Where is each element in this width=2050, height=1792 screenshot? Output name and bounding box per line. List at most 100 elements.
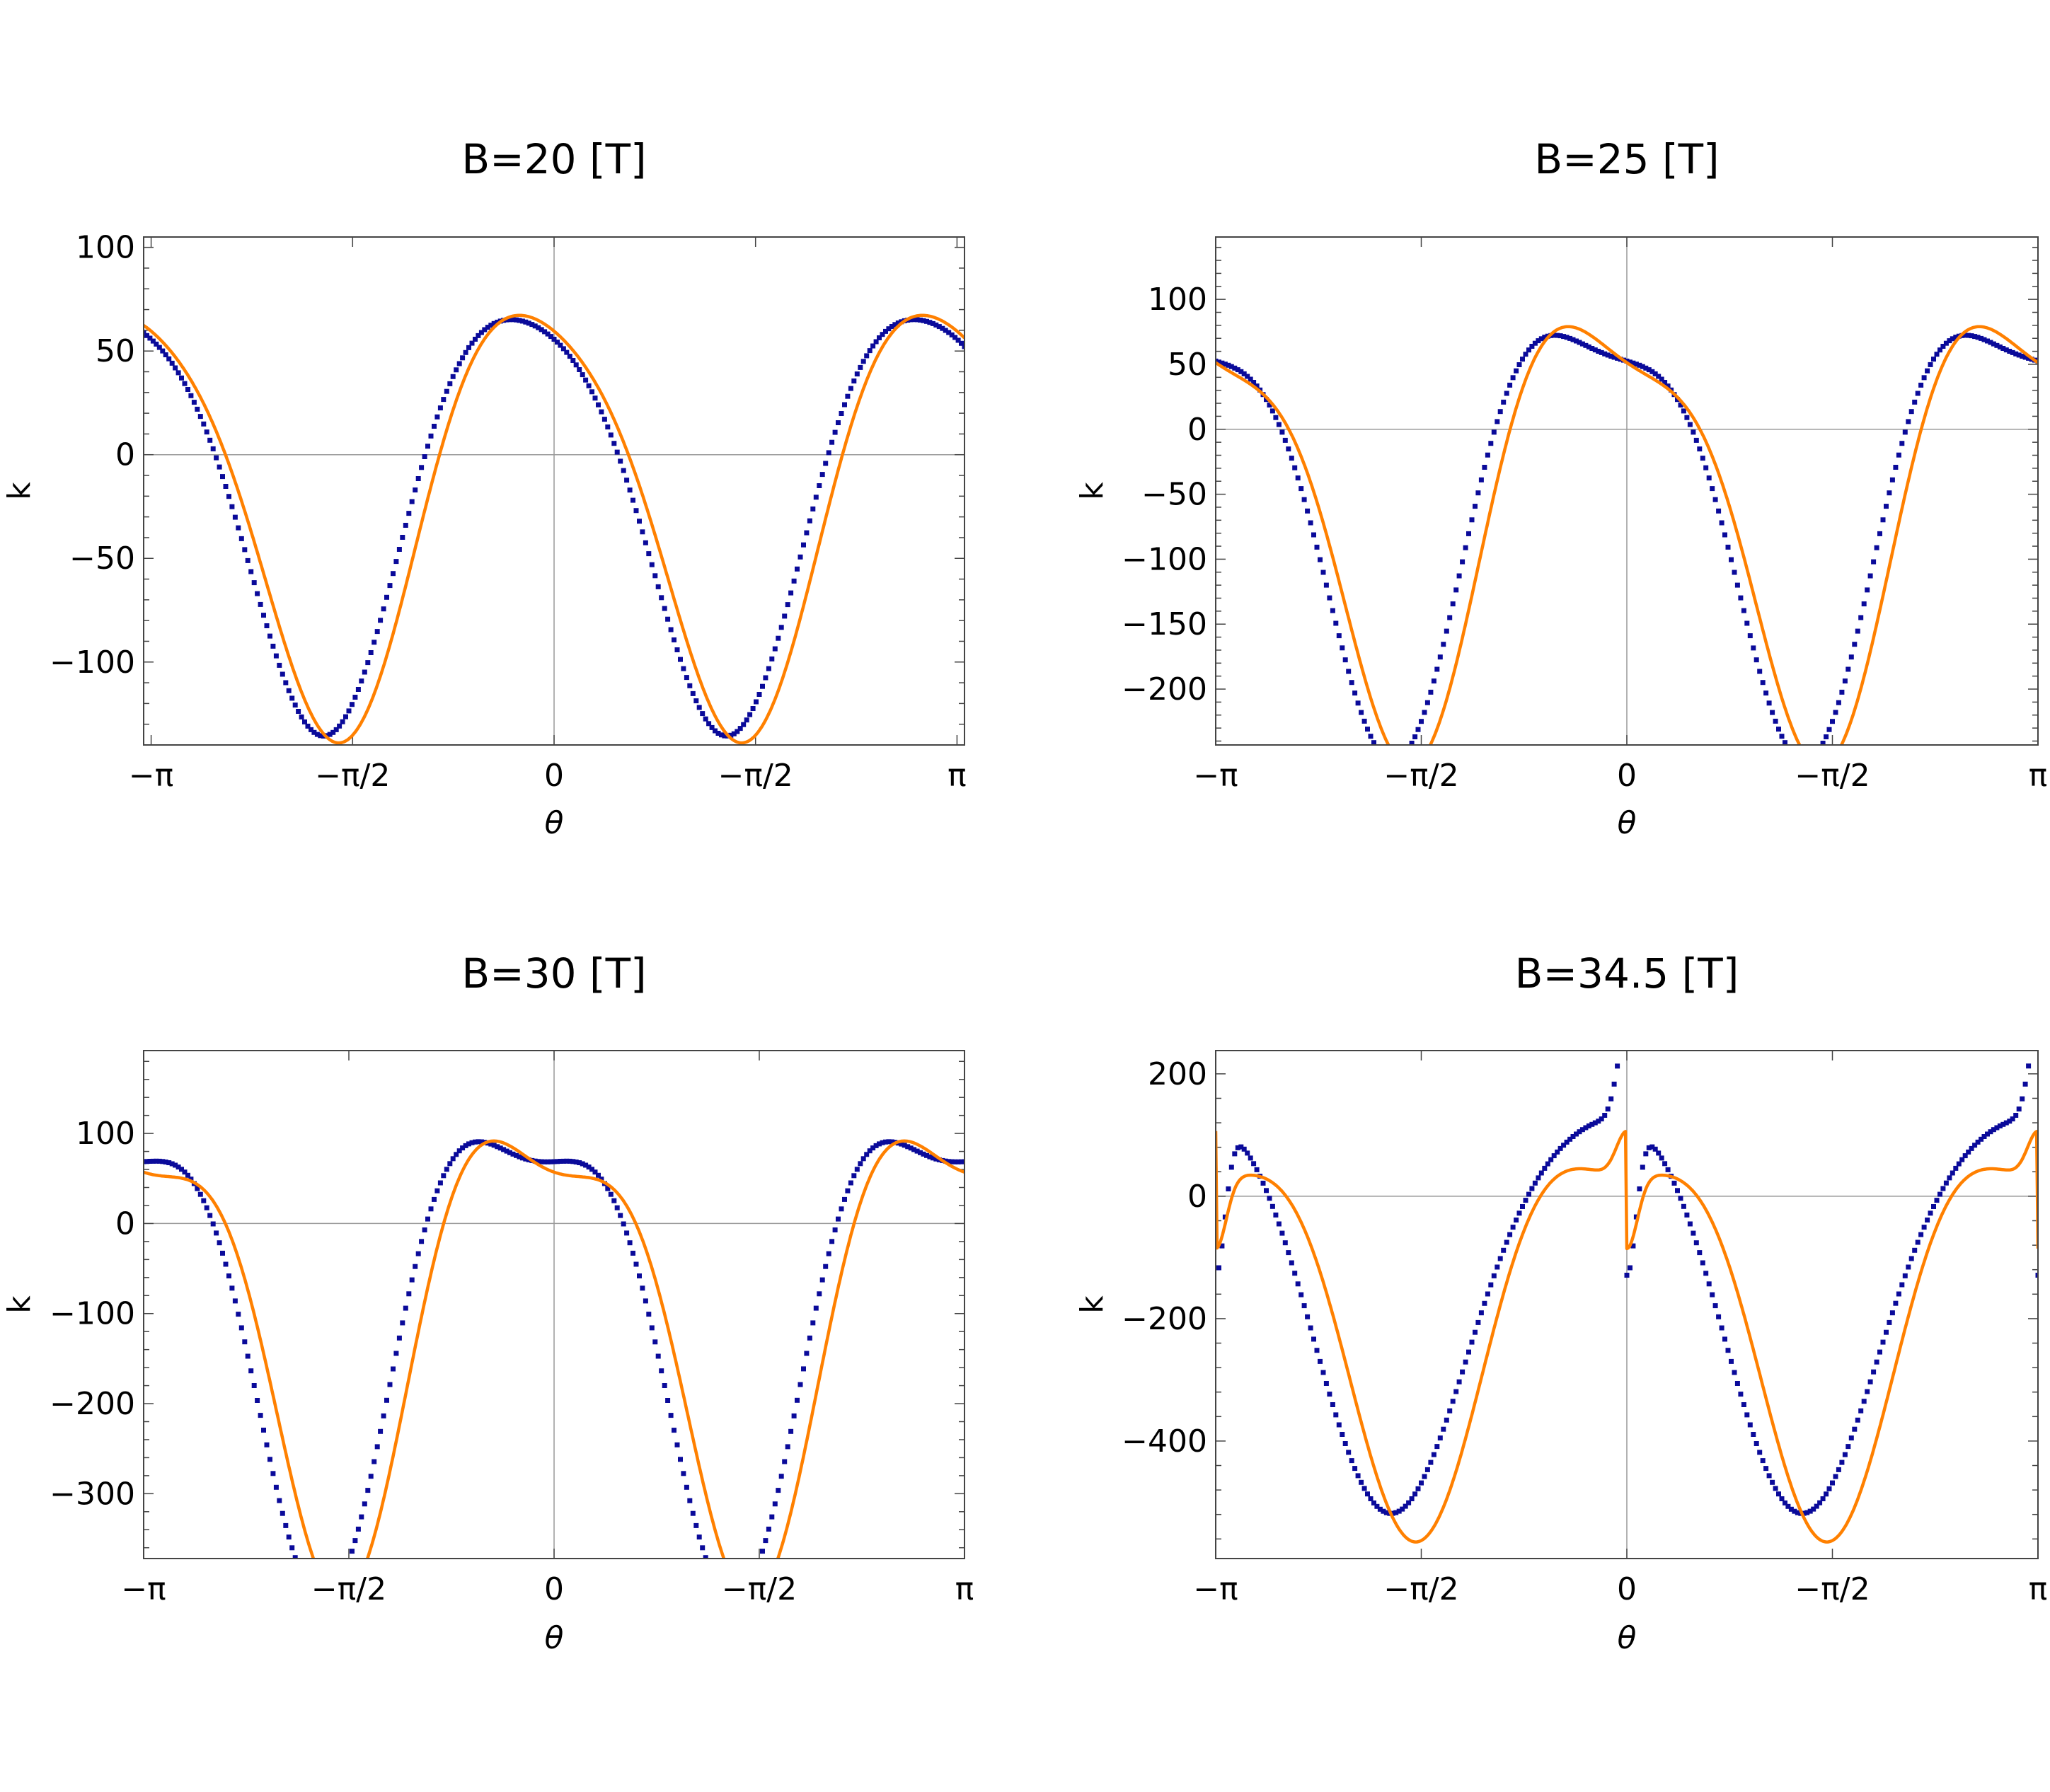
data-point bbox=[2013, 1113, 2019, 1118]
data-point bbox=[1943, 340, 1949, 346]
data-point bbox=[908, 317, 914, 323]
data-point bbox=[242, 1339, 248, 1345]
data-point bbox=[551, 337, 557, 342]
data-point bbox=[1406, 1500, 1412, 1505]
plot-frame bbox=[1215, 236, 2039, 746]
data-point bbox=[1286, 1250, 1291, 1256]
data-point bbox=[166, 1160, 172, 1165]
data-point bbox=[1820, 741, 1826, 745]
data-point bbox=[1311, 1336, 1316, 1342]
data-point bbox=[1729, 1358, 1734, 1364]
data-point bbox=[1889, 477, 1895, 482]
data-point bbox=[655, 1353, 661, 1359]
data-point bbox=[1336, 1422, 1342, 1428]
data-point bbox=[1564, 1139, 1570, 1145]
data-point bbox=[1896, 452, 1901, 458]
data-point bbox=[403, 1305, 408, 1311]
data-point bbox=[1671, 1180, 1677, 1186]
data-point bbox=[1273, 415, 1279, 420]
data-point bbox=[1681, 408, 1686, 414]
y-tick-label: 100 bbox=[1148, 282, 1207, 318]
data-point bbox=[466, 1141, 471, 1147]
data-point bbox=[217, 1240, 222, 1246]
data-point bbox=[220, 474, 225, 480]
data-point bbox=[355, 1526, 361, 1532]
data-point bbox=[1529, 344, 1535, 349]
data-point bbox=[1219, 360, 1225, 366]
data-point bbox=[1988, 1129, 1993, 1135]
data-point bbox=[1245, 1150, 1250, 1156]
data-point bbox=[368, 1474, 374, 1479]
data-point bbox=[460, 355, 466, 361]
data-point bbox=[1523, 352, 1528, 357]
data-point bbox=[1308, 1325, 1313, 1331]
data-point bbox=[1491, 429, 1497, 435]
data-point bbox=[959, 340, 964, 346]
data-point bbox=[497, 1145, 503, 1151]
data-point bbox=[207, 437, 213, 443]
data-point bbox=[1592, 347, 1598, 353]
data-point bbox=[899, 1141, 904, 1147]
data-point bbox=[1574, 1131, 1579, 1137]
x-tick-label: 0 bbox=[544, 1571, 564, 1607]
data-point bbox=[778, 1474, 784, 1479]
data-point bbox=[614, 1205, 620, 1210]
data-point bbox=[1845, 666, 1851, 672]
data-point bbox=[1241, 371, 1247, 376]
data-point bbox=[454, 1152, 459, 1157]
data-point bbox=[1703, 465, 1709, 470]
data-point bbox=[1918, 1232, 1924, 1237]
data-point bbox=[450, 1156, 456, 1162]
data-point bbox=[946, 330, 952, 335]
data-point bbox=[1985, 1131, 1990, 1137]
plot-area bbox=[144, 313, 964, 745]
data-point bbox=[1282, 437, 1288, 443]
data-point bbox=[1962, 1153, 1968, 1159]
y-tick-label: −200 bbox=[1122, 1301, 1207, 1337]
data-point bbox=[810, 506, 816, 511]
x-tick-label: −π bbox=[1193, 758, 1238, 794]
data-point bbox=[485, 325, 490, 330]
data-point bbox=[1409, 1496, 1415, 1501]
data-point bbox=[1422, 710, 1427, 715]
data-point bbox=[251, 580, 257, 586]
panel-title: B=25 [T] bbox=[1534, 135, 1719, 183]
data-point bbox=[352, 1538, 358, 1544]
data-point bbox=[719, 732, 724, 738]
data-point bbox=[1969, 1145, 1974, 1151]
data-point bbox=[1893, 1300, 1899, 1306]
data-point bbox=[1956, 1161, 1962, 1167]
data-point bbox=[1538, 336, 1544, 342]
data-point bbox=[1460, 1369, 1465, 1375]
data-point bbox=[1953, 335, 1959, 340]
data-point bbox=[1346, 669, 1352, 674]
data-point bbox=[1659, 1155, 1664, 1161]
y-tick-label: −150 bbox=[1122, 606, 1207, 642]
data-point bbox=[1684, 415, 1690, 420]
data-point bbox=[292, 703, 298, 708]
data-point bbox=[1365, 1491, 1370, 1497]
data-point bbox=[633, 508, 639, 514]
data-point bbox=[801, 542, 806, 548]
y-axis-label: k bbox=[1, 482, 38, 500]
data-point bbox=[1400, 1506, 1405, 1512]
data-point bbox=[1997, 1123, 2003, 1128]
data-point bbox=[640, 529, 645, 535]
data-point bbox=[1381, 1508, 1386, 1514]
data-point bbox=[1611, 354, 1617, 360]
data-point bbox=[1729, 557, 1734, 562]
data-point bbox=[646, 1312, 652, 1317]
data-point bbox=[1874, 545, 1879, 550]
data-point bbox=[548, 334, 553, 340]
data-point bbox=[1377, 1506, 1383, 1512]
data-point bbox=[1646, 367, 1652, 373]
data-point bbox=[441, 1173, 447, 1179]
data-point bbox=[1298, 1292, 1304, 1297]
data-point bbox=[302, 719, 307, 724]
data-point bbox=[1248, 1155, 1253, 1161]
data-point bbox=[1409, 741, 1415, 745]
data-point bbox=[173, 1162, 178, 1168]
data-point bbox=[1855, 1417, 1860, 1423]
data-point bbox=[406, 511, 412, 516]
data-point bbox=[690, 1510, 696, 1516]
